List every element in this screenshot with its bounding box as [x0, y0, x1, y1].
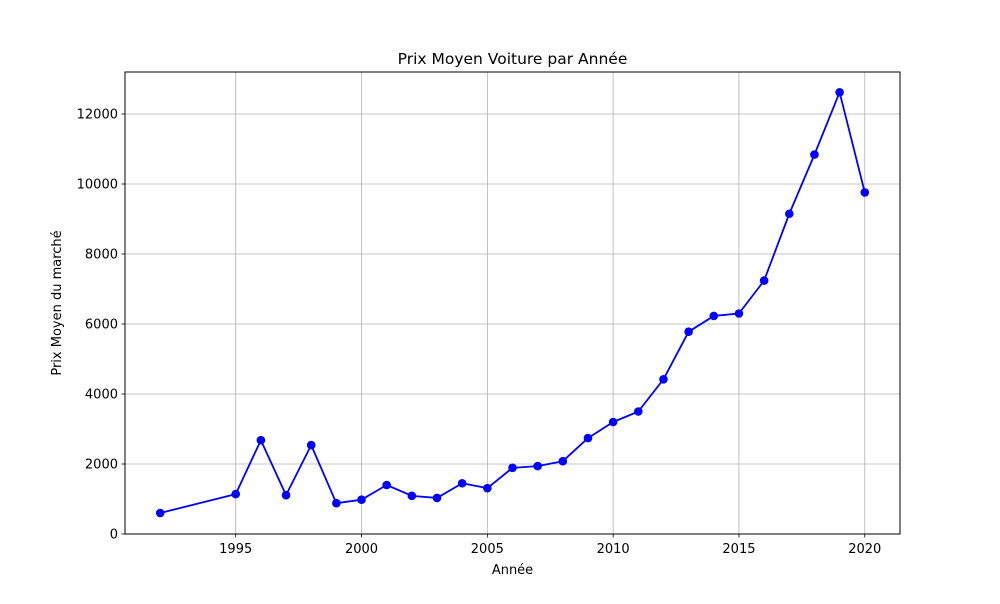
- data-point: [281, 490, 291, 500]
- x-axis-label: Année: [492, 563, 533, 578]
- data-point: [155, 508, 165, 518]
- data-point: [332, 498, 341, 508]
- y-axis-ticks: 0 2000 4000 6000 8000 10000 12000: [77, 108, 125, 543]
- data-point: [684, 327, 693, 337]
- x-axis-ticks: 1995 2000 2005 2010 2015 2020: [219, 534, 881, 557]
- data-point: [734, 309, 744, 318]
- data-point: [659, 375, 668, 384]
- chart-title: Prix Moyen Voiture par Année: [398, 50, 628, 68]
- data-point: [709, 311, 719, 321]
- data-point: [533, 461, 542, 471]
- data-point: [382, 480, 391, 490]
- y-tick-label: 6000: [85, 318, 118, 333]
- x-tick-label: 2000: [345, 542, 378, 557]
- y-axis-label: Prix Moyen du marché: [50, 230, 65, 375]
- y-tick-label: 0: [110, 528, 118, 543]
- data-point: [634, 407, 643, 416]
- y-tick-label: 4000: [85, 388, 118, 403]
- y-tick-label: 2000: [85, 458, 118, 473]
- data-markers: [155, 88, 870, 518]
- x-tick-label: 2010: [597, 542, 630, 557]
- data-point: [583, 433, 593, 443]
- data-point: [860, 188, 870, 197]
- x-tick-label: 1995: [219, 542, 252, 557]
- plot-area-frame: [124, 71, 901, 535]
- x-tick-label: 2020: [848, 542, 881, 557]
- data-point: [835, 88, 844, 97]
- data-point: [231, 489, 241, 499]
- y-tick-label: 8000: [85, 248, 118, 263]
- data-point: [407, 491, 417, 501]
- data-point: [508, 463, 517, 473]
- y-tick-label: 12000: [77, 108, 118, 123]
- data-point: [784, 209, 794, 219]
- data-point: [457, 478, 467, 488]
- y-tick-label: 10000: [77, 178, 118, 193]
- data-point: [306, 440, 316, 450]
- x-tick-label: 2015: [722, 542, 755, 557]
- data-point: [432, 493, 442, 503]
- data-point: [810, 150, 819, 159]
- data-point: [256, 435, 266, 445]
- x-tick-label: 2005: [471, 542, 504, 557]
- grid-lines: [125, 72, 900, 535]
- data-point: [608, 417, 618, 427]
- data-point: [558, 456, 568, 466]
- data-point: [483, 483, 492, 493]
- data-point: [357, 495, 366, 505]
- data-point: [759, 276, 769, 285]
